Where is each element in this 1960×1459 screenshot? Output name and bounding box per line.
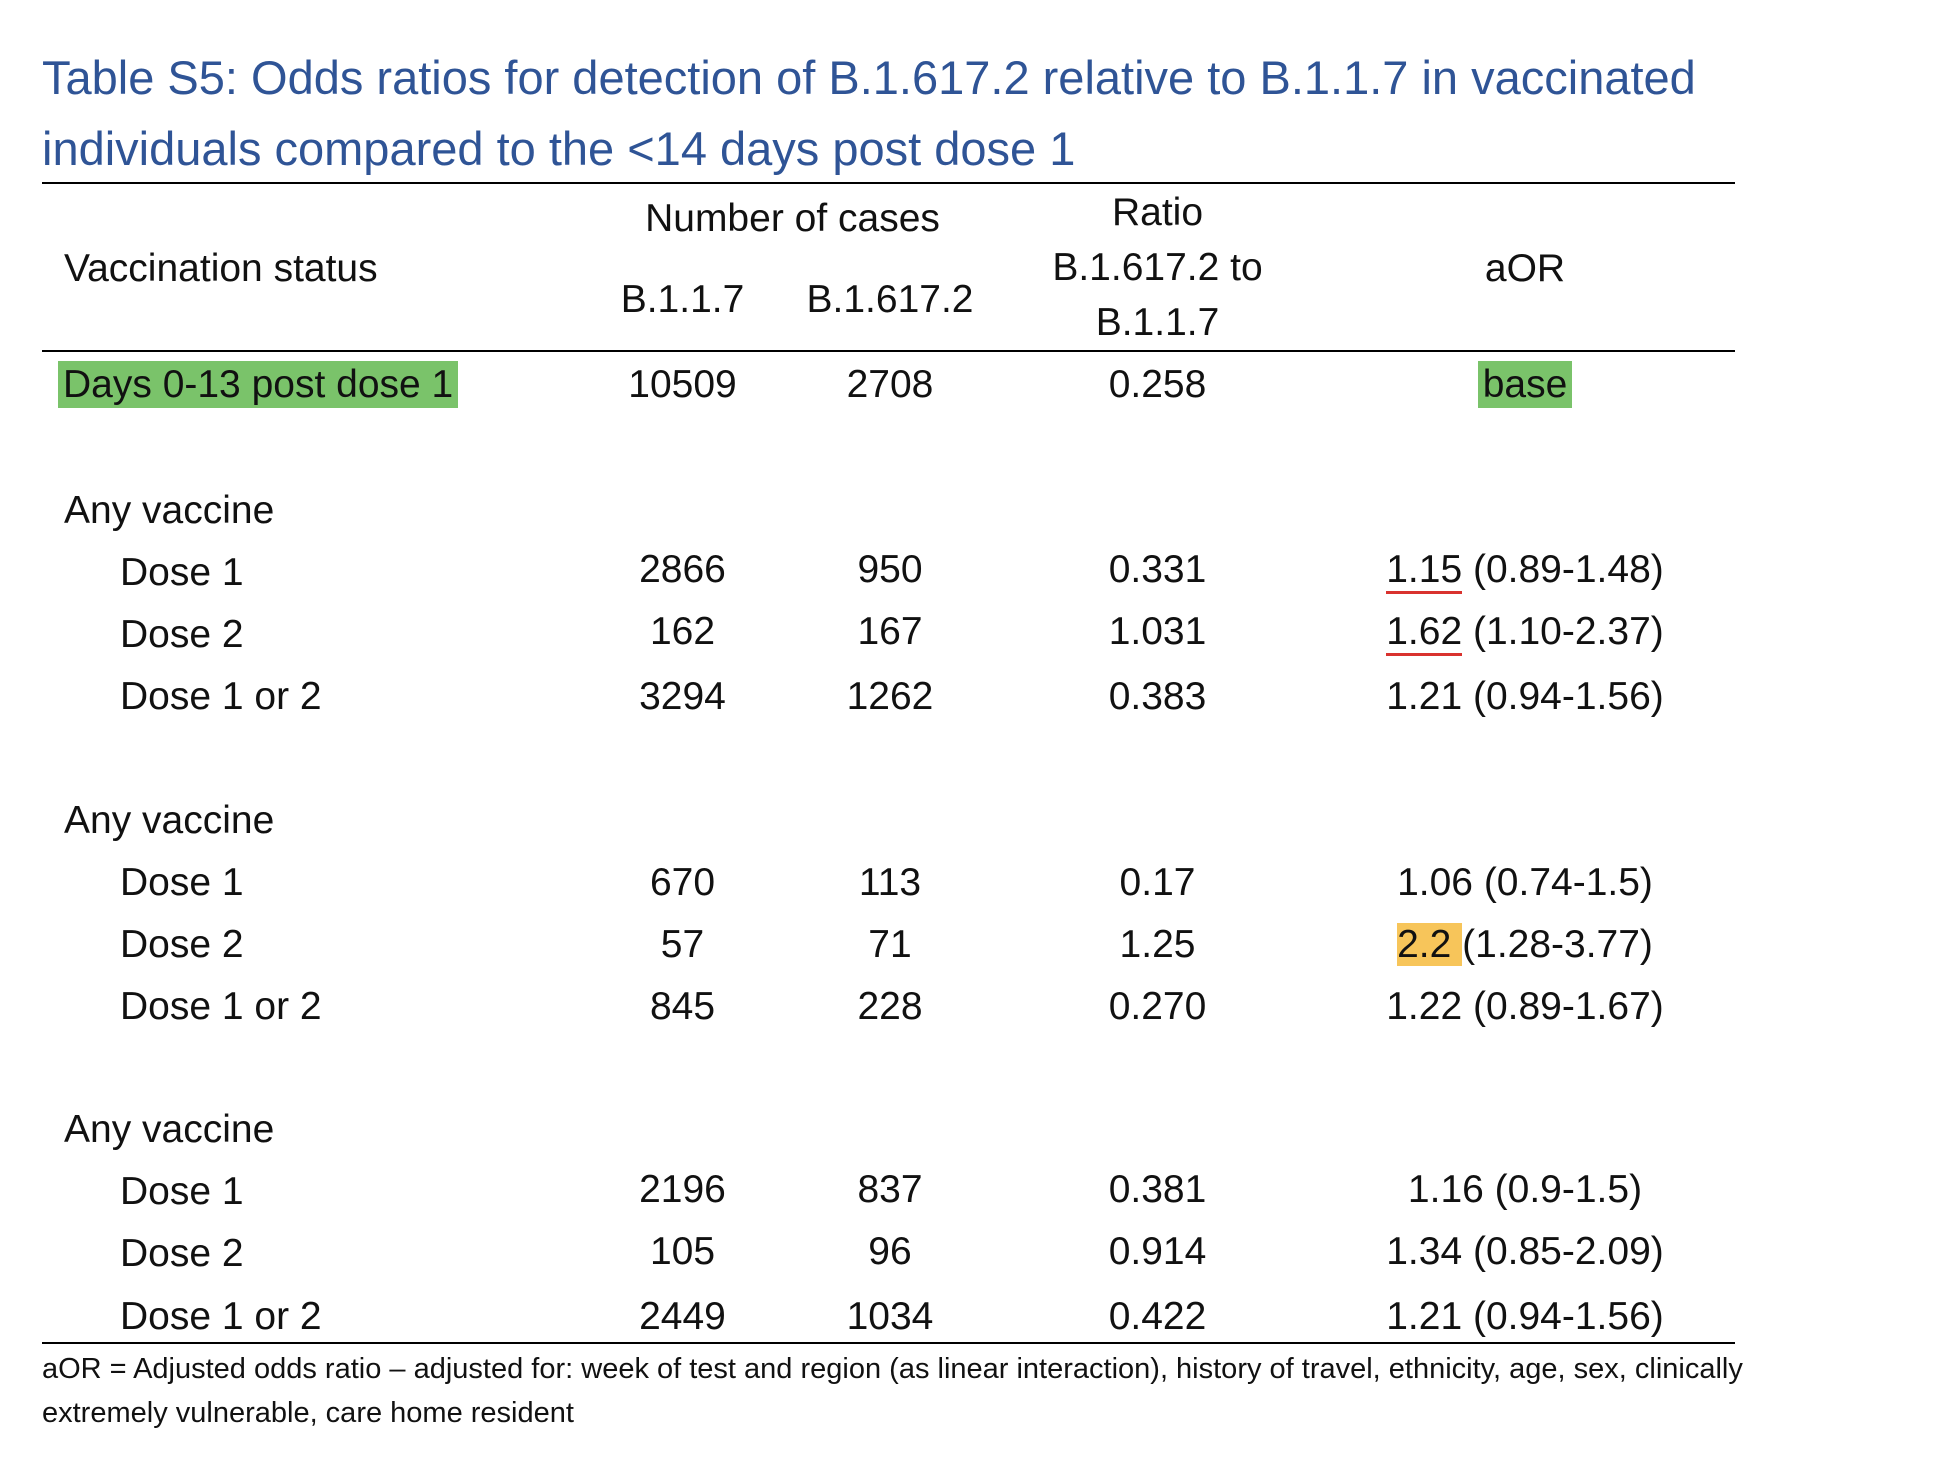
row-ratio: 1.031 [1108, 610, 1207, 653]
row-label: Dose 2 [120, 923, 244, 966]
aor-estimate: 1.22 [1386, 985, 1463, 1028]
aor-ci: (0.85-2.09) [1462, 1230, 1664, 1273]
aor-ci: (1.10-2.37) [1462, 610, 1664, 653]
header-ratio-line2: B.1.617.2 to [1052, 246, 1263, 289]
row-aor: 1.34 (0.85-2.09) [1375, 1227, 1675, 1277]
row-b16172: 71 [868, 923, 912, 966]
row-label: Dose 1 [120, 1170, 244, 1213]
row-label: Dose 1 [120, 551, 244, 594]
baseline-label: Days 0-13 post dose 1 [58, 360, 459, 410]
aor-ci: (0.74-1.5) [1472, 861, 1653, 904]
row-ratio: 1.25 [1119, 923, 1196, 966]
row-aor: 1.06 (0.74-1.5) [1375, 858, 1675, 908]
group-label: Any vaccine [64, 489, 275, 532]
row-b16172: 837 [857, 1168, 923, 1211]
row-ratio: 0.914 [1108, 1230, 1207, 1273]
row-b117: 105 [649, 1230, 716, 1273]
aor-estimate: 1.21 [1386, 1295, 1463, 1338]
row-label: Dose 1 or 2 [120, 675, 322, 718]
baseline-label-text: Days 0-13 post dose 1 [58, 361, 459, 408]
bottom-rule [42, 1342, 1735, 1344]
aor-ci: (0.94-1.56) [1462, 1295, 1664, 1338]
row-b16172: 96 [868, 1230, 912, 1273]
header-number-of-cases: Number of cases [645, 197, 940, 240]
header-rule [42, 350, 1735, 352]
aor-ci: (1.28-3.77) [1462, 923, 1653, 966]
row-ratio: 0.17 [1119, 861, 1196, 904]
row-aor: 1.21 (0.94-1.56) [1375, 1292, 1675, 1342]
aor-ci: (0.89-1.48) [1462, 548, 1664, 591]
row-aor: 1.16 (0.9-1.5) [1375, 1165, 1675, 1215]
row-aor: 1.15 (0.89-1.48) [1375, 545, 1675, 595]
row-b117: 845 [649, 985, 716, 1028]
row-b16172: 950 [857, 548, 923, 591]
aor-ci: (0.9-1.5) [1483, 1168, 1643, 1211]
row-aor: 2.2 (1.28-3.77) [1375, 920, 1675, 970]
row-b16172: 167 [857, 610, 923, 653]
baseline-aor: base [1375, 360, 1675, 410]
aor-estimate: 1.34 [1386, 1230, 1463, 1273]
aor-estimate: 1.16 [1407, 1168, 1484, 1211]
aor-estimate: 2.2 [1397, 923, 1463, 966]
header-b117: B.1.1.7 [620, 278, 745, 321]
row-b117: 57 [660, 923, 705, 966]
row-b16172: 228 [857, 985, 923, 1028]
aor-estimate: 1.15 [1386, 548, 1463, 594]
header-aor: aOR [1484, 247, 1566, 290]
table-title: Table S5: Odds ratios for detection of B… [42, 51, 1696, 175]
row-aor: 1.22 (0.89-1.67) [1375, 982, 1675, 1032]
footnote: aOR = Adjusted odds ratio – adjusted for… [42, 1353, 1743, 1429]
row-b117: 2196 [639, 1168, 726, 1211]
baseline-ratio: 0.258 [1108, 363, 1207, 406]
row-b117: 162 [649, 610, 716, 653]
baseline-aor-text: base [1477, 361, 1573, 408]
row-ratio: 0.270 [1108, 985, 1207, 1028]
row-ratio: 0.422 [1108, 1295, 1207, 1338]
aor-estimate: 1.62 [1386, 610, 1463, 656]
baseline-b117: 10509 [628, 363, 737, 406]
group-label: Any vaccine [64, 799, 275, 842]
baseline-b16172: 2708 [846, 363, 934, 406]
row-aor: 1.21 (0.94-1.56) [1375, 672, 1675, 722]
row-b16172: 1262 [846, 675, 934, 718]
row-label: Dose 2 [120, 1232, 244, 1275]
header-ratio-line3: B.1.1.7 [1095, 301, 1220, 344]
aor-ci: (0.89-1.67) [1462, 985, 1664, 1028]
top-rule [42, 182, 1735, 184]
header-vaccination-status: Vaccination status [64, 247, 378, 290]
row-aor: 1.62 (1.10-2.37) [1375, 607, 1675, 657]
row-b16172: 1034 [846, 1295, 934, 1338]
row-b117: 2449 [639, 1295, 726, 1338]
row-b117: 3294 [639, 675, 726, 718]
row-b117: 2866 [639, 548, 726, 591]
row-label: Dose 2 [120, 613, 244, 656]
row-label: Dose 1 or 2 [120, 1295, 322, 1338]
row-ratio: 0.383 [1108, 675, 1207, 718]
aor-ci: (0.94-1.56) [1462, 675, 1664, 718]
row-b16172: 113 [858, 861, 922, 904]
aor-estimate: 1.21 [1386, 675, 1463, 718]
row-ratio: 0.381 [1108, 1168, 1207, 1211]
aor-estimate: 1.06 [1397, 861, 1473, 904]
header-ratio-line1: Ratio [1111, 191, 1204, 234]
row-b117: 670 [649, 861, 716, 904]
row-label: Dose 1 [120, 861, 244, 904]
header-b16172: B.1.617.2 [806, 278, 974, 321]
row-label: Dose 1 or 2 [120, 985, 322, 1028]
group-label: Any vaccine [64, 1108, 275, 1151]
row-ratio: 0.331 [1108, 548, 1207, 591]
